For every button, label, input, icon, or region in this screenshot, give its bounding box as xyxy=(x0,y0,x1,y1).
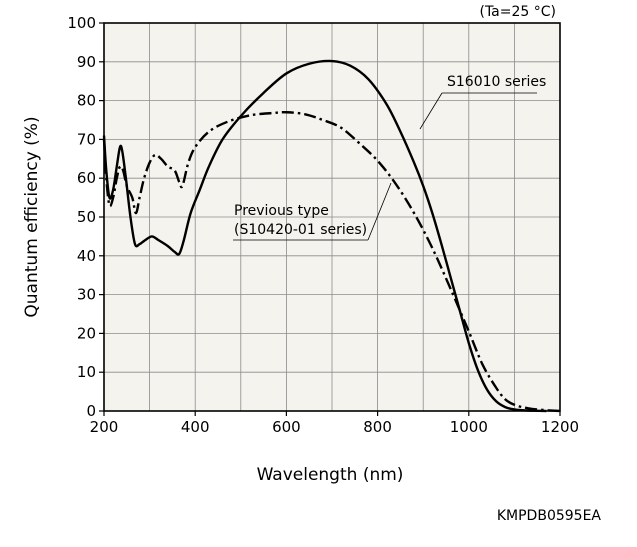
series-layer xyxy=(102,59,561,413)
y-tick-label: 20 xyxy=(77,324,96,342)
y-tick-label: 0 xyxy=(86,402,96,420)
document-code: KMPDB0595EA xyxy=(497,508,602,524)
y-tick-label: 100 xyxy=(67,14,96,32)
annotation-leader-s16010-diagonal xyxy=(419,92,443,130)
annotation-leader-previous-diagonal xyxy=(367,182,392,241)
y-tick-label: 90 xyxy=(77,53,96,71)
y-tick-label: 10 xyxy=(77,363,96,381)
y-tick-label: 30 xyxy=(77,286,96,304)
y-tick-label: 60 xyxy=(77,169,96,187)
axis-ticks: 200 400 600 800 1000 1200 0 10 20 30 40 50 60 70 80 90 1… xyxy=(67,14,579,436)
grid xyxy=(104,23,560,411)
condition-note: (Ta=25 °C) xyxy=(479,4,556,20)
annotation-previous-label-line1: Previous type xyxy=(234,203,329,219)
y-tick-label: 40 xyxy=(77,247,96,265)
x-tick-label: 400 xyxy=(181,418,210,436)
series-line-previous-type xyxy=(102,110,561,413)
x-tick-label: 800 xyxy=(363,418,392,436)
x-tick-label: 1200 xyxy=(541,418,579,436)
annotation-s16010-label: S16010 series xyxy=(447,74,546,90)
x-tick-label: 1000 xyxy=(450,418,488,436)
annotation-layer: S16010 series Previous type (S10420-01 s… xyxy=(233,74,546,241)
annotation-previous-label-line2: (S10420-01 series) xyxy=(234,222,367,238)
y-tick-label: 70 xyxy=(77,130,96,148)
x-tick-label: 200 xyxy=(90,418,119,436)
series-line-s16010 xyxy=(102,59,547,413)
x-axis-label: Wavelength (nm) xyxy=(257,465,404,485)
y-axis-label: Quantum efficiency (%) xyxy=(22,116,42,317)
y-tick-label: 80 xyxy=(77,92,96,110)
x-tick-label: 600 xyxy=(272,418,301,436)
y-tick-label: 50 xyxy=(77,208,96,226)
